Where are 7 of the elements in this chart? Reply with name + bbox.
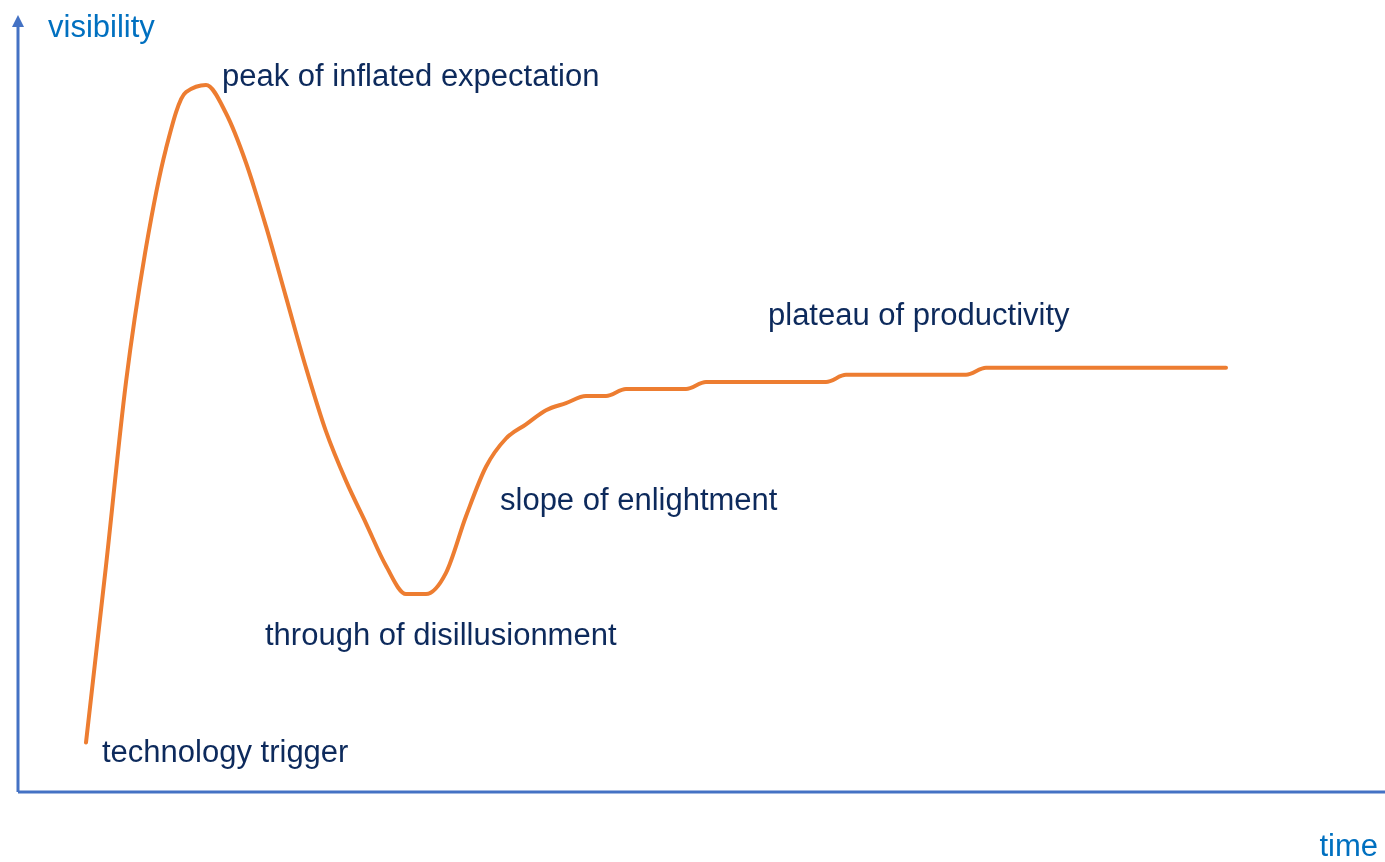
annotation: slope of enlightment bbox=[500, 482, 778, 517]
annotation: through of disillusionment bbox=[265, 617, 617, 652]
annotation: technology trigger bbox=[102, 734, 349, 769]
y-axis-title: visibility bbox=[48, 9, 156, 44]
x-axis-title: time bbox=[1319, 828, 1378, 862]
annotation: plateau of productivity bbox=[768, 297, 1071, 332]
annotation: peak of inflated expectation bbox=[222, 58, 600, 93]
